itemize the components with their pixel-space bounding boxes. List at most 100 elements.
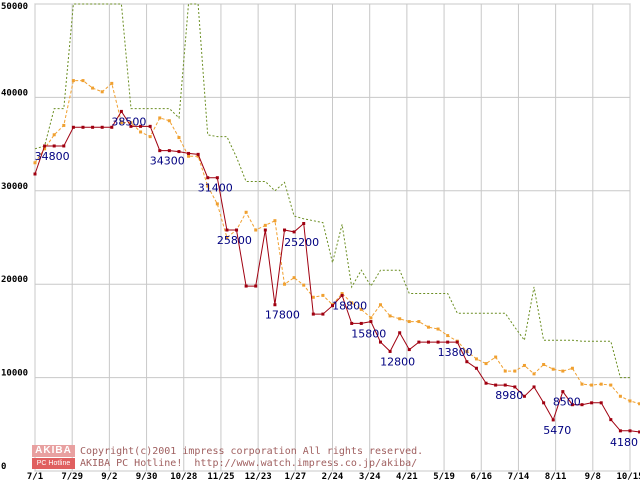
series-point-min bbox=[225, 228, 229, 232]
series-line-min bbox=[34, 110, 640, 433]
x-tick-label: 3/24 bbox=[359, 472, 381, 480]
data-label: 5470 bbox=[543, 424, 571, 437]
series-point-avg bbox=[91, 86, 95, 90]
series-point-min bbox=[388, 349, 392, 353]
series-point-min bbox=[177, 150, 181, 154]
series-point-min bbox=[263, 228, 267, 232]
series-point-min bbox=[570, 403, 574, 407]
series-point-min bbox=[551, 418, 555, 422]
copyright-notice: Copyright(c)2001 impress corporation All… bbox=[80, 446, 423, 470]
series-point-min bbox=[494, 383, 498, 387]
series-point-min bbox=[254, 284, 258, 288]
chart-grid bbox=[34, 3, 631, 472]
series-point-avg bbox=[110, 81, 114, 85]
series-point-avg bbox=[254, 228, 258, 232]
series-point-avg bbox=[263, 223, 267, 227]
series-point-avg bbox=[158, 116, 162, 120]
x-tick-label: 9/8 bbox=[585, 472, 601, 480]
series-point-avg bbox=[225, 236, 229, 239]
series-point-avg bbox=[551, 367, 555, 371]
series-point-min bbox=[244, 284, 248, 288]
x-tick-label: 10/15 bbox=[616, 472, 640, 480]
series-point-avg bbox=[340, 292, 344, 296]
series-point-min bbox=[331, 304, 334, 308]
y-tick-label: 30000 bbox=[1, 182, 28, 192]
series-point-min bbox=[618, 429, 622, 433]
x-axis-ticks: 7/1 7/29 9/2 9/30 10/28 11/25 12/23 1/27 2/24 3/2… bbox=[27, 472, 640, 480]
series-point-min bbox=[446, 340, 450, 344]
series-point-avg bbox=[43, 147, 47, 151]
series-point-avg bbox=[302, 283, 306, 287]
x-tick-label: 9/2 bbox=[101, 472, 117, 480]
y-tick-label: 50000 bbox=[1, 2, 28, 12]
series-point-avg bbox=[369, 316, 373, 320]
series-point-avg bbox=[187, 154, 191, 158]
data-label: 25200 bbox=[284, 236, 319, 249]
series-point-min bbox=[321, 312, 325, 316]
series-point-avg bbox=[321, 293, 325, 297]
series-point-min bbox=[119, 109, 123, 113]
x-tick-label: 10/28 bbox=[170, 472, 197, 480]
series-point-min bbox=[609, 418, 613, 422]
x-tick-label: 5/19 bbox=[433, 472, 455, 480]
series-point-min bbox=[513, 385, 517, 389]
series-point-min bbox=[436, 340, 440, 344]
series-point-avg bbox=[436, 327, 440, 331]
series-point-avg bbox=[542, 363, 546, 367]
x-tick-label: 12/23 bbox=[245, 472, 272, 480]
series-point-min bbox=[378, 340, 382, 344]
series-point-min bbox=[350, 321, 354, 325]
series-point-avg bbox=[244, 210, 248, 214]
series-point-min bbox=[158, 149, 162, 153]
data-label: 8500 bbox=[553, 396, 581, 409]
series-line-avg bbox=[34, 80, 640, 405]
series-point-min bbox=[302, 221, 306, 225]
series-point-avg bbox=[599, 382, 603, 386]
series-point-min bbox=[503, 383, 507, 387]
series-point-min bbox=[311, 312, 315, 316]
chart-data-labels: 34800 38500 34300 31400 25800 17800 25200 18800… bbox=[35, 115, 638, 449]
series-point-avg bbox=[407, 320, 411, 324]
series-point-min bbox=[455, 340, 459, 344]
data-label: 8980 bbox=[495, 389, 523, 402]
series-point-avg bbox=[638, 402, 640, 406]
series-point-min bbox=[206, 176, 210, 180]
series-point-min bbox=[638, 430, 640, 434]
x-tick-label: 1/27 bbox=[284, 472, 306, 480]
series-point-min bbox=[532, 385, 536, 389]
series-point-min bbox=[590, 401, 594, 405]
series-point-avg bbox=[196, 154, 200, 158]
series-point-min bbox=[110, 125, 114, 129]
series-point-avg bbox=[273, 219, 277, 223]
series-point-avg bbox=[311, 295, 315, 299]
x-tick-label: 7/14 bbox=[508, 472, 530, 480]
series-point-avg bbox=[71, 79, 75, 83]
series-point-avg bbox=[350, 301, 354, 305]
series-point-min bbox=[235, 228, 239, 232]
series-point-avg bbox=[522, 363, 526, 367]
series-point-min bbox=[129, 124, 133, 128]
series-point-min bbox=[398, 331, 402, 335]
x-tick-label: 7/29 bbox=[61, 472, 83, 480]
series-point-min bbox=[52, 144, 56, 148]
series-point-min bbox=[148, 124, 152, 128]
series-point-min bbox=[417, 340, 421, 344]
y-tick-label: 10000 bbox=[1, 369, 28, 379]
series-point-avg bbox=[119, 121, 123, 125]
akiba-logo: AKIBA PC Hotline bbox=[32, 445, 75, 469]
series-point-avg bbox=[81, 79, 85, 83]
series-point-min bbox=[91, 125, 95, 129]
series-point-avg bbox=[513, 369, 517, 373]
series-point-min bbox=[340, 293, 344, 297]
series-point-avg bbox=[359, 307, 363, 311]
series-point-min bbox=[369, 320, 373, 324]
series-point-avg bbox=[570, 366, 574, 370]
series-point-min bbox=[62, 144, 66, 148]
x-tick-label: 7/1 bbox=[27, 472, 43, 480]
series-point-avg bbox=[484, 362, 488, 366]
data-label: 15800 bbox=[351, 327, 386, 340]
x-tick-label: 9/30 bbox=[136, 472, 158, 480]
series-point-avg bbox=[561, 369, 565, 373]
series-point-avg bbox=[446, 334, 450, 338]
